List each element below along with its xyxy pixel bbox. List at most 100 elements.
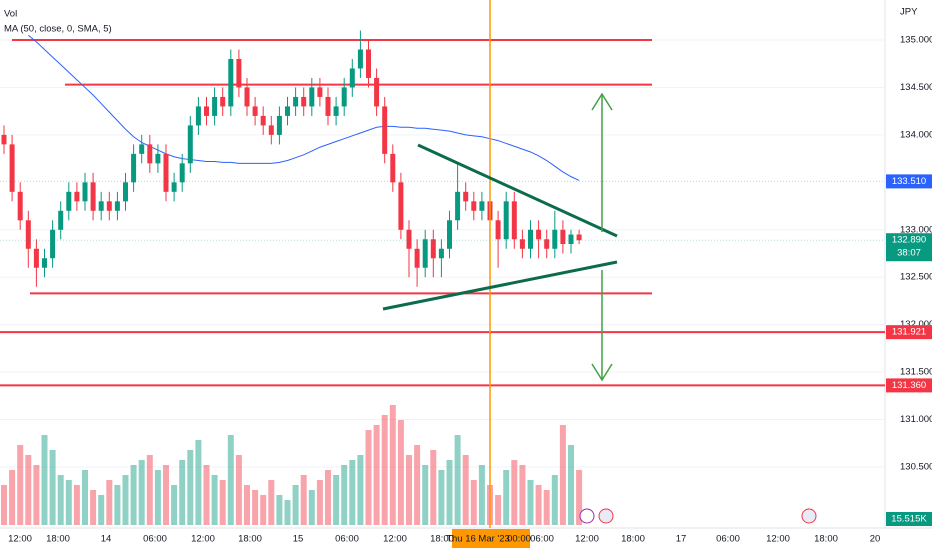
volume-bar [268,480,275,525]
candle-body [195,106,201,126]
event-icon[interactable] [579,508,595,524]
volume-bar [316,480,323,525]
x-tick-label: 14 [101,534,112,545]
x-tick-label: 18:00 [430,534,454,545]
candle-body [382,106,388,154]
candle-body [503,201,509,240]
candle-body [33,248,39,268]
candle-body [560,229,566,245]
volume-bar [219,480,226,525]
candle-body [212,96,218,116]
y-tick-label: 133.000 [900,224,932,235]
volume-bar [227,435,234,525]
candle-body [544,239,550,249]
volume-bar [33,465,40,525]
y-tick-label: 135.000 [900,35,932,46]
candle-body [179,163,185,183]
volume-bar [389,405,396,525]
volume-bar [430,450,437,525]
candle-body [260,115,266,126]
candle-body [58,210,64,230]
candle-body [42,258,47,268]
volume-bar [130,465,137,525]
price-marker-label: 132.890 [892,235,926,246]
candle-body [50,229,56,259]
legend-ma: MA (50, close, 0, SMA, 5) [4,24,112,35]
candle-body [576,234,582,241]
x-tick-label: 06:00 [530,534,554,545]
price-marker-label: 131.360 [892,380,926,391]
x-tick-label: 06:00 [143,534,167,545]
candle-body [511,201,517,240]
volume-bar [511,460,518,525]
price-axis: 135.000 134.500 134.000 133.000 132.500 132.0… [886,35,932,526]
volume-bar [519,465,526,525]
volume-bar [333,475,340,525]
candle-body [252,106,258,116]
x-tick-label: 18:00 [46,534,70,545]
candle-body [220,96,226,107]
candle-body [552,229,558,249]
candle-body [325,96,331,116]
candle-body [422,239,428,268]
candle-body [519,239,525,249]
event-icon[interactable] [801,508,817,524]
volume-bar [82,470,88,525]
event-icon[interactable] [598,508,614,524]
volume-bar [122,475,129,525]
candle-body [131,153,137,183]
candle-body [82,182,88,202]
volume-bar [308,490,315,525]
volume-bar [284,500,291,525]
volume-bar [98,495,105,525]
volume-bar [422,465,429,525]
volume-bar [17,445,24,525]
volume-pane [1,405,583,525]
candle-body [171,182,177,192]
volume-bar [203,465,210,525]
price-marker [886,174,932,189]
volume-bar [462,455,469,525]
volume-bar [163,465,169,525]
volume-bar [341,465,348,525]
volume-bar [179,460,186,525]
volume-bar [252,490,259,525]
volume-bar [503,470,510,525]
candle-body [366,49,371,78]
candle-body [333,106,339,116]
candle-body [147,144,153,164]
candle-body [414,248,420,268]
volume-bar [373,425,380,525]
legend-volume: Vol [4,9,17,20]
ma-line [27,34,580,181]
x-tick-label: 17 [676,534,687,545]
volume-bar [349,460,356,525]
volume-bar [535,485,542,525]
candle-body [471,201,477,211]
candle-body [349,68,355,88]
volume-bar [397,420,404,525]
volume-bar [244,485,250,525]
x-tick-label: 12:00 [8,534,32,545]
candle-body [406,229,412,249]
candle-body [25,220,31,249]
volume-bar [9,470,16,525]
x-tick-label: 00:00 [507,534,531,545]
candle-body [398,182,404,230]
volume-marker-label: 15.515K [891,514,927,525]
volume-bar [414,445,421,525]
candle-body [568,234,574,245]
candle-body [447,220,452,249]
candle-body [463,191,469,202]
volume-bar [381,415,388,525]
candle-body [114,201,120,211]
volume-bar [146,455,153,525]
volume-bar [470,480,477,525]
volume-bar [568,445,574,525]
volume-bar [65,480,72,525]
candle-body [204,106,209,116]
price-marker-label: 133.510 [892,176,926,187]
volume-bar [41,435,48,525]
